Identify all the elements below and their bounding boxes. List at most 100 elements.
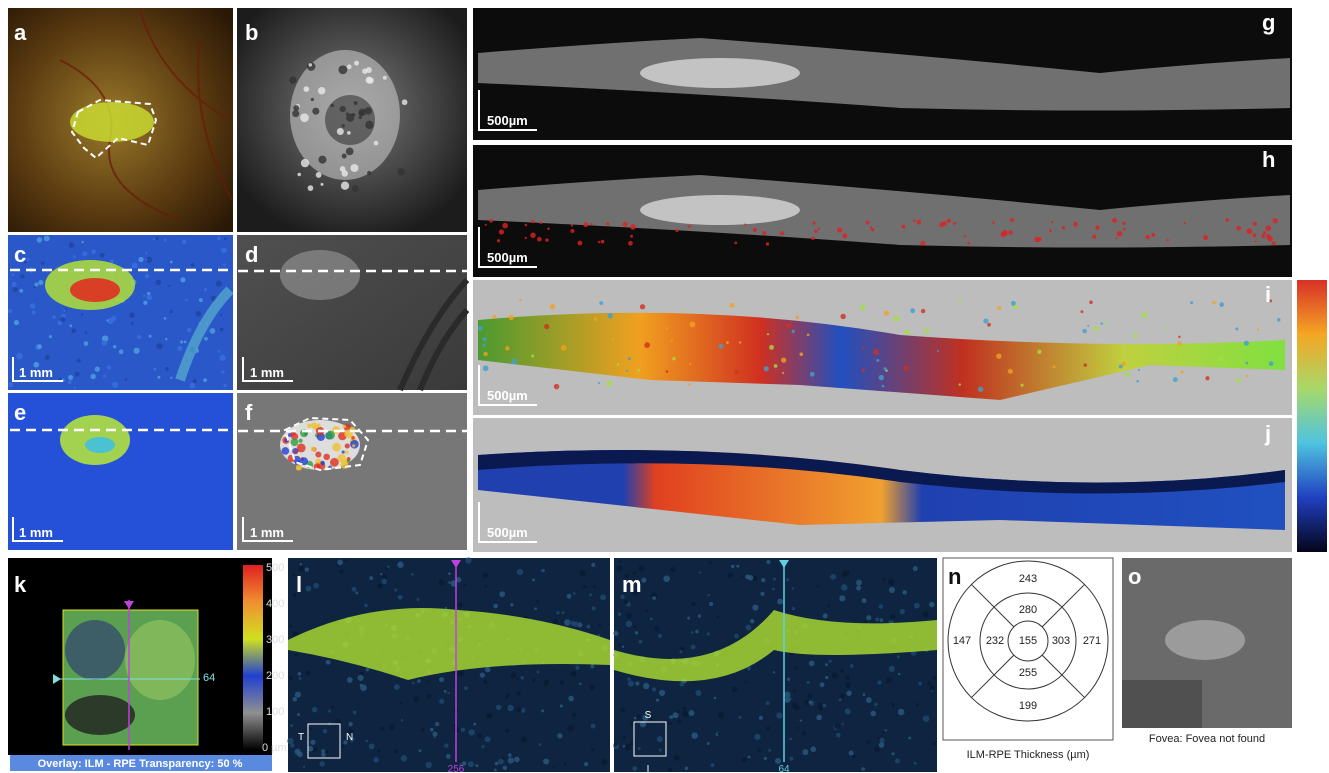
speckle bbox=[1253, 222, 1257, 226]
speckle bbox=[916, 703, 919, 706]
speckle bbox=[38, 280, 43, 285]
speckle bbox=[842, 233, 847, 238]
speckle bbox=[508, 757, 514, 763]
speckle bbox=[618, 643, 621, 646]
speckle bbox=[69, 324, 72, 327]
speckle bbox=[882, 731, 885, 734]
speckle bbox=[816, 715, 822, 721]
speckle bbox=[589, 684, 594, 689]
speckle bbox=[1261, 234, 1265, 238]
speckle bbox=[568, 696, 574, 702]
speckle bbox=[891, 752, 894, 755]
speckle bbox=[784, 691, 790, 697]
speckle bbox=[294, 450, 298, 454]
speckle bbox=[1177, 341, 1181, 345]
speckle bbox=[382, 579, 387, 584]
speckle bbox=[1008, 369, 1013, 374]
speckle bbox=[537, 237, 542, 242]
speckle bbox=[411, 573, 414, 576]
speckle bbox=[657, 736, 663, 742]
speckle bbox=[397, 168, 404, 175]
speckle bbox=[499, 229, 504, 234]
speckle bbox=[170, 310, 173, 313]
speckle bbox=[937, 350, 939, 352]
speckle bbox=[352, 185, 359, 192]
speckle bbox=[598, 382, 600, 384]
speckle bbox=[389, 724, 395, 730]
speckle bbox=[978, 387, 983, 392]
speckle bbox=[579, 682, 582, 685]
sector-value: 147 bbox=[953, 635, 971, 647]
speckle bbox=[786, 578, 789, 581]
speckle bbox=[203, 378, 207, 382]
speckle bbox=[630, 235, 633, 238]
speckle bbox=[767, 333, 769, 335]
speckle bbox=[341, 124, 344, 127]
speckle bbox=[342, 154, 347, 159]
speckle bbox=[1123, 228, 1126, 231]
speckle bbox=[1178, 336, 1180, 338]
speckle bbox=[808, 701, 811, 704]
sector-value: 199 bbox=[1019, 700, 1037, 712]
speckle bbox=[630, 741, 636, 747]
colorbar-label: 300 bbox=[266, 634, 284, 646]
speckle bbox=[145, 274, 149, 278]
speckle bbox=[187, 328, 192, 333]
speckle bbox=[138, 257, 143, 262]
speckle bbox=[688, 225, 691, 228]
speckle bbox=[840, 694, 844, 698]
speckle bbox=[499, 591, 505, 597]
speckle bbox=[320, 183, 323, 186]
speckle bbox=[165, 338, 167, 340]
speckle bbox=[312, 108, 319, 115]
speckle bbox=[675, 229, 678, 232]
body: { "panel_labels": ["a","b","c","d","e","… bbox=[0, 0, 1329, 773]
speckle bbox=[602, 759, 608, 765]
speckle bbox=[547, 227, 550, 230]
speckle bbox=[953, 222, 956, 225]
speckle bbox=[669, 715, 673, 719]
speckle bbox=[311, 98, 314, 101]
speckle bbox=[532, 578, 535, 581]
speckle bbox=[81, 241, 83, 243]
grid-frame bbox=[943, 558, 1113, 740]
speckle bbox=[16, 353, 23, 360]
speckle bbox=[699, 571, 701, 573]
colorbar-label: 500 bbox=[266, 562, 284, 574]
speckle bbox=[37, 237, 42, 242]
speckle bbox=[1082, 329, 1087, 334]
speckle bbox=[374, 141, 379, 146]
speckle bbox=[519, 299, 522, 302]
speckle bbox=[575, 665, 579, 669]
speckle bbox=[568, 725, 575, 732]
panels bbox=[8, 8, 1327, 772]
speckle bbox=[850, 664, 854, 668]
blob bbox=[70, 102, 154, 142]
speckle bbox=[347, 131, 351, 135]
speckle bbox=[543, 680, 549, 686]
sector-value: 155 bbox=[1019, 635, 1037, 647]
speckle bbox=[825, 663, 828, 666]
speckle bbox=[107, 366, 111, 370]
speckle bbox=[883, 367, 886, 370]
speckle bbox=[866, 697, 872, 703]
speckle bbox=[497, 239, 500, 242]
speckle bbox=[769, 345, 774, 350]
speckle bbox=[927, 681, 931, 685]
speckle bbox=[448, 581, 451, 584]
speckle bbox=[543, 569, 545, 571]
speckle bbox=[525, 237, 527, 239]
speckle bbox=[364, 604, 367, 607]
speckle bbox=[308, 63, 311, 66]
speckle bbox=[1265, 225, 1271, 231]
speckle bbox=[874, 747, 879, 752]
speckle bbox=[295, 692, 301, 698]
sector-value: 255 bbox=[1019, 667, 1037, 679]
speckle bbox=[419, 749, 422, 752]
speckle bbox=[561, 345, 567, 351]
speckle bbox=[289, 676, 293, 680]
speckle bbox=[1246, 375, 1249, 378]
speckle bbox=[882, 385, 885, 388]
speckle bbox=[170, 261, 173, 264]
speckle bbox=[153, 238, 155, 240]
